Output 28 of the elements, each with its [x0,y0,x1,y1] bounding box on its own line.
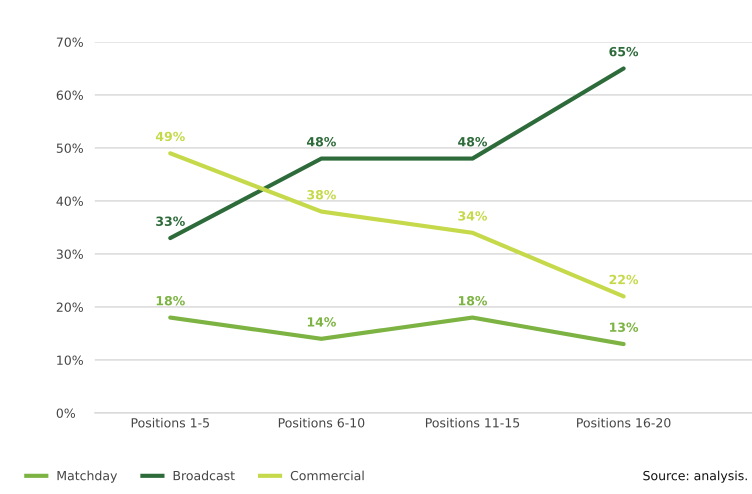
data-label: 48% [458,136,488,146]
y-tick-label: 40% [56,196,83,206]
data-label: 18% [156,296,185,306]
y-tick-label: 60% [56,90,83,100]
legend-label: Matchday [58,470,118,483]
y-tick-label: 70% [56,37,83,47]
y-tick-label: 0% [56,408,76,418]
y-tick-label: 20% [56,302,83,312]
x-tick-label: Positions 1-5 [132,418,209,428]
x-tick-label: Positions 6-10 [278,418,364,428]
data-label: 38% [307,190,336,200]
data-label: 33% [156,216,185,226]
data-label: 49% [156,132,185,142]
y-tick-label: 10% [57,355,83,365]
data-label: 13% [610,322,638,332]
data-label: 34% [458,211,488,221]
data-label: 22% [610,274,638,284]
legend-label: Broadcast [174,470,235,480]
data-label: 48% [306,136,336,146]
y-tick-label: 30% [56,249,83,259]
data-label: 18% [458,296,488,306]
x-tick-label: Positions 11-15 [426,418,520,428]
legend-label: Commercial [290,470,364,480]
data-label: 14% [308,317,336,327]
data-label: 65% [609,46,638,56]
x-tick-label: Positions 16-20 [577,418,670,428]
source-note: Source: analysis. [643,470,747,483]
y-tick-label: 50% [56,143,83,153]
